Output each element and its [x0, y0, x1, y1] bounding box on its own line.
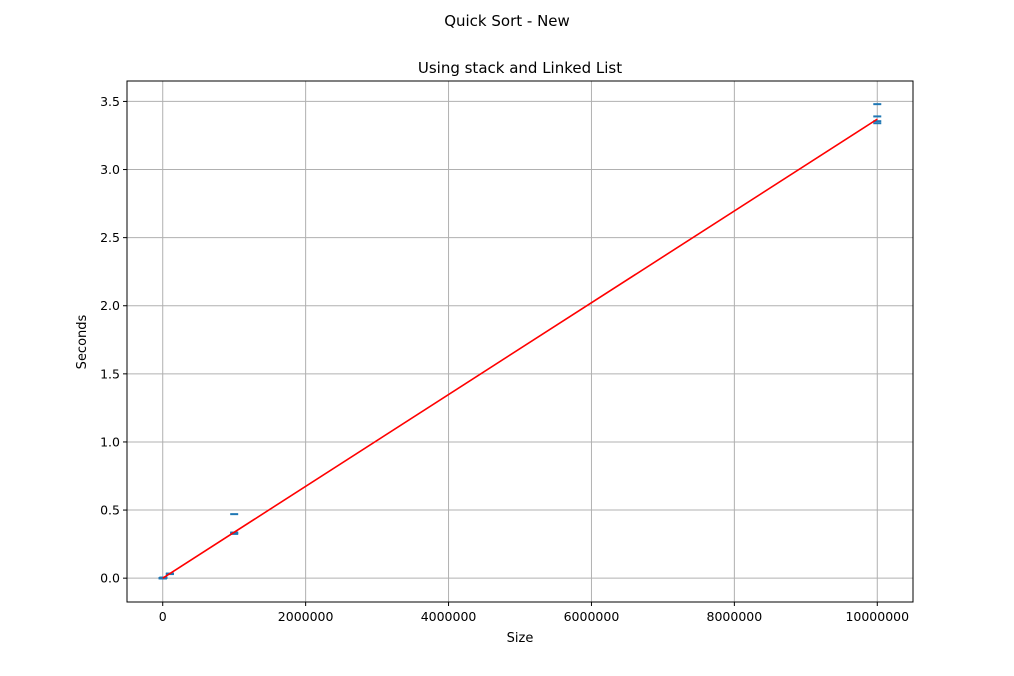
y-tick-label: 3.0	[100, 162, 120, 177]
x-tick-label: 2000000	[278, 609, 334, 624]
plot-area-frame	[126, 80, 914, 603]
x-axis-ticks: 0 2000000 4000000 6000000 8000000 10000000	[159, 602, 909, 624]
y-tick-label: 1.5	[100, 366, 120, 381]
x-axis-label: Size	[507, 631, 534, 646]
y-axis-label: Seconds	[75, 314, 90, 369]
y-tick-label: 0.0	[100, 571, 120, 586]
x-tick-label: 4000000	[421, 609, 477, 624]
grid-lines	[127, 81, 913, 602]
trend-line	[162, 118, 878, 579]
x-tick-label: 0	[159, 609, 167, 624]
y-axis-ticks: 0.0 0.5 1.0 1.5 2.0 2.5 3.0 3.5	[100, 94, 127, 586]
data-marks	[158, 103, 882, 580]
x-tick-label: 10000000	[845, 609, 909, 624]
y-tick-label: 1.0	[100, 434, 120, 449]
y-tick-label: 0.5	[100, 503, 120, 518]
y-tick-label: 3.5	[100, 94, 120, 109]
chart-title: Using stack and Linked List	[418, 59, 622, 77]
x-tick-label: 6000000	[564, 609, 620, 624]
chart-suptitle: Quick Sort - New	[444, 12, 570, 30]
y-tick-label: 2.5	[100, 230, 120, 245]
y-tick-label: 2.0	[100, 298, 120, 313]
x-tick-label: 8000000	[707, 609, 763, 624]
